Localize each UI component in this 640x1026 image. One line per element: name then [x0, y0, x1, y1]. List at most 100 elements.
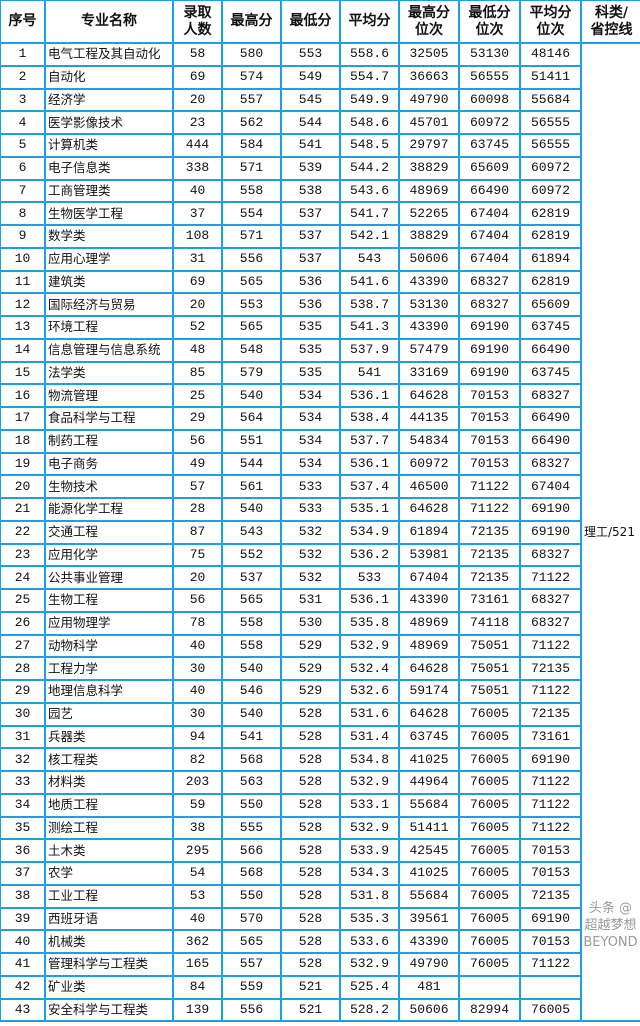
min-rank: 56555: [458, 64, 521, 90]
min-rank: 76005: [458, 906, 521, 932]
avg-score: 532.4: [339, 656, 400, 681]
row-index: 37: [0, 861, 46, 886]
major-name: 测绘工程: [44, 815, 174, 841]
min-score: 539: [280, 155, 341, 181]
table-row: 23 应用化学 75 552 532 536.2 53981 72135 68327: [0, 542, 640, 568]
min-rank: 76005: [458, 929, 521, 954]
avg-score: 536.1: [339, 383, 400, 408]
max-rank: 48969: [398, 610, 460, 636]
row-index: 13: [0, 315, 46, 340]
avg-rank: 66490: [519, 428, 582, 454]
min-score: 544: [280, 110, 341, 135]
column-header: 平均分: [339, 0, 400, 44]
min-rank: 76005: [458, 770, 521, 795]
enrolled-count: 53: [172, 883, 223, 909]
major-name: 医学影像技术: [44, 110, 174, 135]
min-score: 528: [280, 861, 341, 886]
max-rank: 43390: [398, 269, 460, 295]
avg-score: 534.9: [339, 519, 400, 545]
min-rank: 66490: [458, 178, 521, 204]
major-name: 机械类: [44, 929, 174, 954]
row-index: 6: [0, 155, 46, 181]
avg-score: 549.9: [339, 87, 400, 113]
avg-rank: 56555: [519, 133, 582, 158]
avg-rank: 67404: [519, 474, 582, 499]
header-row: 序号 专业名称 录取 人数 最高分 最低分 平均分 最高分 位次 最低分 位次 平均分 位次 科类…: [0, 0, 640, 44]
avg-score: 538.7: [339, 292, 400, 317]
avg-score: 532.9: [339, 815, 400, 841]
max-rank: 481: [398, 974, 460, 1000]
max-rank: 43390: [398, 929, 460, 954]
table-row: 5 计算机类 444 584 541 548.5 29797 63745 56555: [0, 133, 640, 158]
min-rank: 75051: [458, 633, 521, 659]
row-index: 23: [0, 542, 46, 568]
max-rank: 48969: [398, 633, 460, 659]
avg-rank: 55684: [519, 87, 582, 113]
min-score: 528: [280, 815, 341, 841]
min-rank: 73161: [458, 588, 521, 613]
table-row: 39 西班牙语 40 570 528 535.3 39561 76005 69190: [0, 906, 640, 932]
max-rank: 45701: [398, 110, 460, 135]
major-name: 自动化: [44, 64, 174, 90]
enrolled-count: 38: [172, 815, 223, 841]
avg-rank: 68327: [519, 383, 582, 408]
max-rank: 53981: [398, 542, 460, 568]
table-row: 28 工程力学 30 540 529 532.4 64628 75051 72135: [0, 656, 640, 681]
max-rank: 54834: [398, 428, 460, 454]
row-index: 4: [0, 110, 46, 135]
column-header: 最低分 位次: [458, 0, 521, 44]
max-score: 568: [221, 747, 282, 772]
avg-score: 532.9: [339, 633, 400, 659]
max-score: 559: [221, 974, 282, 1000]
major-name: 公共事业管理: [44, 565, 174, 590]
max-score: 550: [221, 883, 282, 909]
major-name: 应用物理学: [44, 610, 174, 636]
min-score: 528: [280, 701, 341, 727]
avg-rank: [519, 974, 582, 1000]
max-rank: 59174: [398, 679, 460, 704]
max-score: 552: [221, 542, 282, 568]
avg-rank: 63745: [519, 360, 582, 386]
row-index: 16: [0, 383, 46, 408]
max-score: 584: [221, 133, 282, 158]
min-score: 521: [280, 974, 341, 1000]
min-score: 536: [280, 292, 341, 317]
major-name: 环境工程: [44, 315, 174, 340]
min-rank: 69190: [458, 360, 521, 386]
row-index: 33: [0, 770, 46, 795]
row-index: 2: [0, 64, 46, 90]
enrolled-count: 57: [172, 474, 223, 499]
enrolled-count: 203: [172, 770, 223, 795]
enrolled-count: 85: [172, 360, 223, 386]
enrolled-count: 25: [172, 383, 223, 408]
max-score: 558: [221, 633, 282, 659]
max-score: 564: [221, 406, 282, 431]
min-rank: 67404: [458, 224, 521, 249]
avg-score: 532.9: [339, 770, 400, 795]
avg-score: 531.8: [339, 883, 400, 909]
avg-rank: 66490: [519, 406, 582, 431]
enrolled-count: 20: [172, 292, 223, 317]
avg-rank: 51411: [519, 64, 582, 90]
max-rank: 50606: [398, 246, 460, 272]
enrolled-count: 52: [172, 315, 223, 340]
min-score: 528: [280, 747, 341, 772]
watermark: 头条 @超越梦想BEYOND: [583, 901, 638, 950]
row-index: 1: [0, 42, 46, 67]
enrolled-count: 59: [172, 792, 223, 818]
avg-score: 541.3: [339, 315, 400, 340]
max-rank: 39561: [398, 906, 460, 932]
min-rank: 70153: [458, 383, 521, 408]
max-score: 550: [221, 792, 282, 818]
enrolled-count: 40: [172, 633, 223, 659]
max-rank: 33169: [398, 360, 460, 386]
table-row: 30 园艺 30 540 528 531.6 64628 76005 72135: [0, 701, 640, 727]
table-row: 19 电子商务 49 544 534 536.1 60972 70153 68327: [0, 451, 640, 477]
table-row: 9 数学类 108 571 537 542.1 38829 67404 62819: [0, 224, 640, 249]
min-score: 534: [280, 383, 341, 408]
major-name: 兵器类: [44, 724, 174, 750]
max-score: 565: [221, 315, 282, 340]
min-rank: 76005: [458, 952, 521, 977]
max-rank: 49790: [398, 952, 460, 977]
avg-rank: 65609: [519, 292, 582, 317]
